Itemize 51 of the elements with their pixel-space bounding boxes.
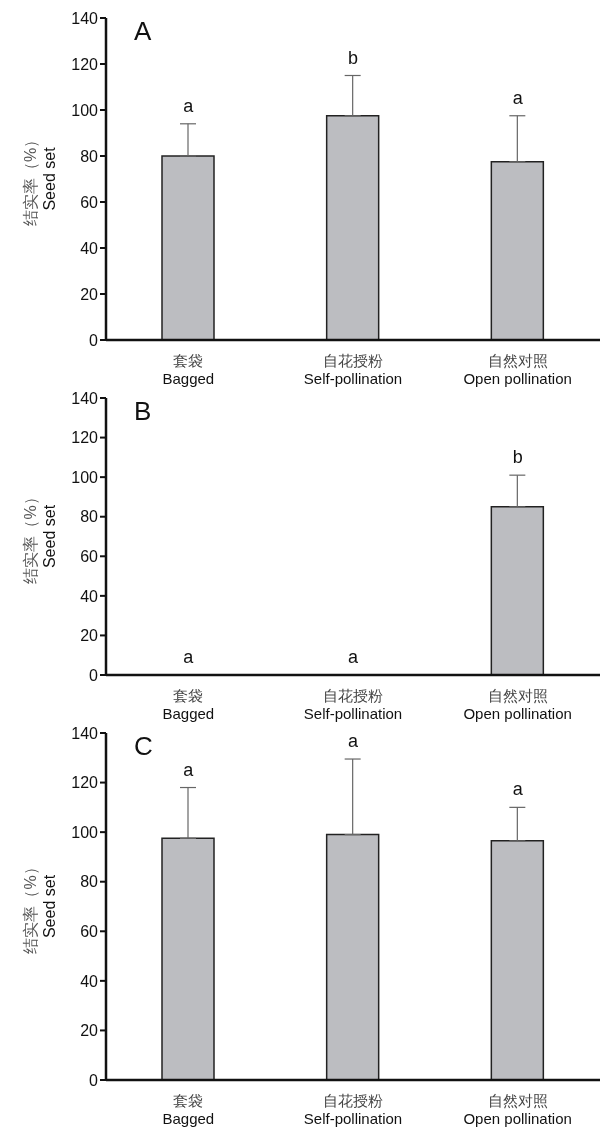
y-tick-label: 60 [80, 922, 99, 940]
y-tick-label: 20 [80, 285, 99, 303]
y-tick-label: 80 [80, 508, 99, 526]
x-tick-label: 自花授粉 Self-pollination [303, 352, 403, 387]
y-tick-label: 120 [71, 55, 99, 73]
y-tick-label: 140 [71, 389, 99, 407]
y-tick-label: 0 [89, 666, 99, 684]
annotation: a [512, 87, 524, 108]
bar [325, 115, 380, 340]
x-tick-label: 自花授粉 Self-pollination [303, 1092, 403, 1127]
y-axis-title: 结实率（%） Seed set [22, 489, 58, 584]
annotation: a [183, 647, 195, 667]
y-tick-label: 0 [89, 331, 99, 349]
y-tick-label: 20 [80, 627, 99, 645]
annotation: a [512, 779, 524, 800]
y-axis-title: 结实率（%） Seed set [22, 859, 58, 954]
y-tick-label: 40 [80, 587, 99, 605]
annotation: b [512, 447, 523, 468]
y-tick-label: 140 [71, 724, 99, 742]
y-tick-label: 120 [71, 774, 99, 792]
bar [490, 161, 545, 340]
x-tick-label: 套袋 Bagged [162, 352, 215, 387]
y-tick-label: 40 [80, 972, 99, 990]
x-tick-label: 自然对照 Open pollination [463, 687, 572, 722]
y-tick-label: 100 [71, 101, 99, 119]
y-axis-title: 结实率（%） Seed set [22, 131, 58, 227]
annotation: a [183, 95, 195, 116]
y-tick-label: 100 [71, 468, 99, 486]
x-tick-label: 自然对照 Open pollination [463, 1092, 572, 1127]
annotation: b [347, 47, 359, 68]
y-tick-label: 80 [80, 147, 99, 165]
chart-title: A [134, 16, 152, 46]
x-tick-label: 套袋 Bagged [162, 1092, 215, 1127]
bar [161, 155, 215, 340]
annotation: a [183, 759, 195, 780]
x-tick-label: 套袋 Bagged [162, 687, 215, 722]
annotation: a [347, 647, 359, 667]
chart-title: C [134, 731, 153, 761]
x-tick-label: 自然对照 Open pollination [463, 352, 572, 387]
y-tick-label: 100 [71, 823, 99, 841]
y-tick-label: 0 [89, 1071, 99, 1089]
y-tick-label: 80 [80, 873, 99, 891]
chart-title: B [134, 396, 152, 426]
y-tick-label: 140 [71, 9, 99, 27]
x-tick-label: 自花授粉 Self-pollination [303, 687, 403, 722]
y-tick-label: 40 [80, 239, 99, 257]
y-tick-label: 20 [80, 1022, 99, 1040]
y-tick-label: 60 [80, 193, 99, 211]
annotation: a [347, 731, 359, 752]
y-tick-label: 120 [71, 429, 99, 447]
y-tick-label: 60 [80, 547, 99, 565]
